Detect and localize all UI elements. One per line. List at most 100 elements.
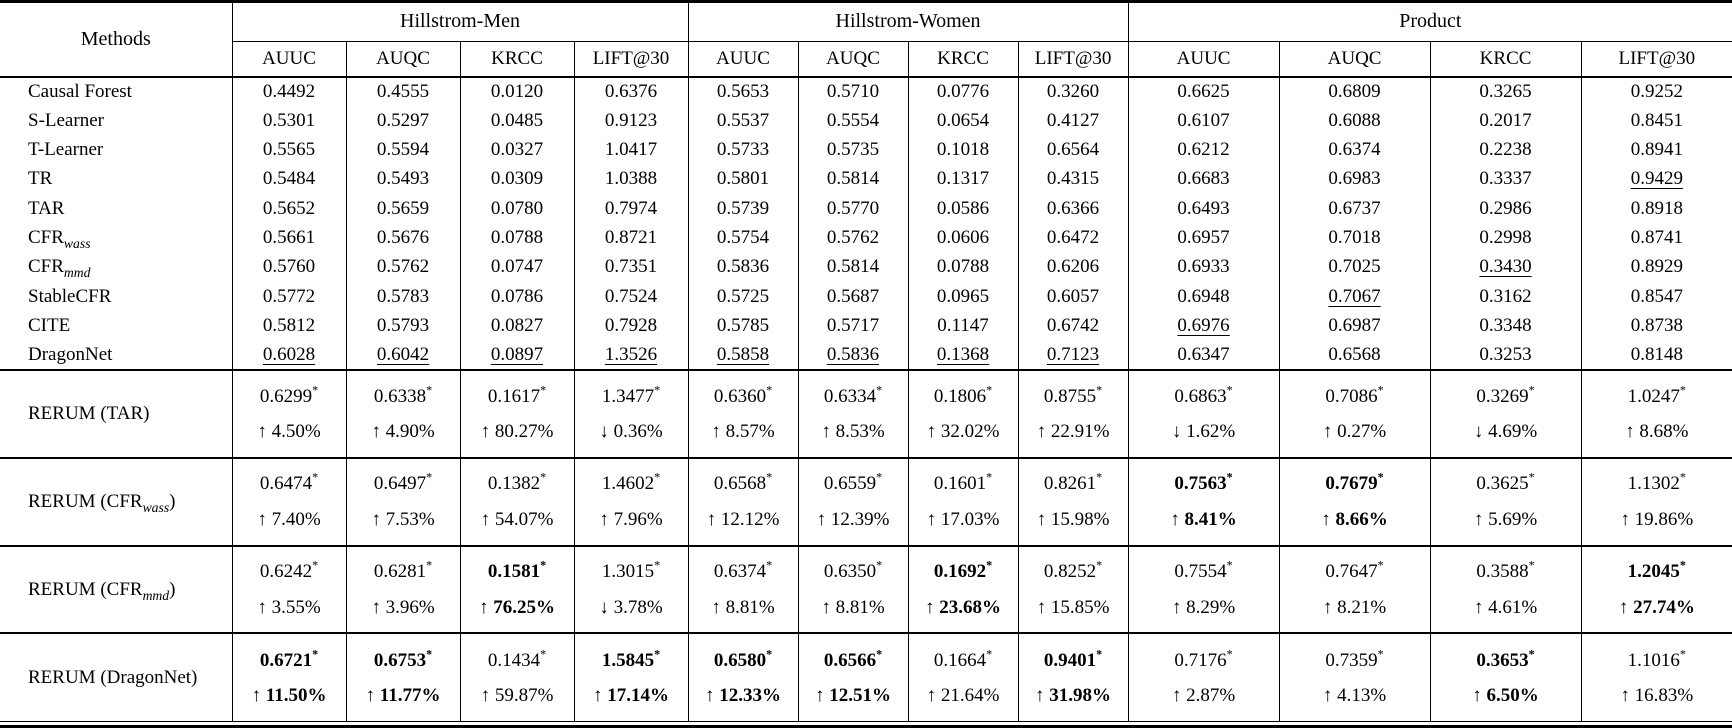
metric-value: 0.0747 [459, 252, 574, 282]
metric-value: 0.8941 [1580, 135, 1732, 165]
significance-star-icon: * [312, 471, 319, 486]
delta-percentage: ↑ 4.50% [257, 420, 321, 442]
metric-value: 0.3337 [1429, 164, 1582, 195]
significance-star-icon: * [540, 383, 547, 398]
col-header-p-auuc: AUUC [1127, 41, 1280, 78]
delta-percentage: ↑ 3.96% [371, 596, 435, 618]
metric-value: 0.4127 [1017, 106, 1129, 136]
significance-star-icon: * [1377, 559, 1384, 574]
up-arrow-icon: ↑ [1620, 508, 1635, 530]
metric-value: 0.6863* [1174, 383, 1233, 407]
metric-value: 0.3253 [1429, 340, 1582, 370]
metric-value: 0.0788 [459, 223, 574, 253]
method-label: CFRwass [28, 227, 91, 251]
col-header-p-auqc: AUQC [1278, 41, 1431, 78]
col-header-hw-auqc: AUQC [797, 41, 908, 78]
metric-value-with-delta: 0.3588* ↑ 4.61% [1429, 544, 1582, 634]
delta-percentage: ↑ 6.50% [1472, 684, 1539, 706]
significance-star-icon: * [1226, 647, 1233, 662]
metric-value: 0.8261* [1043, 471, 1103, 495]
metric-value: 0.7524 [573, 281, 688, 312]
metric-value: 0.7025 [1278, 252, 1431, 282]
table-row: DragonNet 0.6028 0.6042 0.0897 1.3526 0.5858 0… [0, 340, 1732, 370]
metric-value-with-delta: 1.1016* ↑ 16.83% [1580, 632, 1732, 723]
metric-value: 1.3526 [573, 340, 688, 370]
metric-value: 1.3015* [601, 559, 661, 583]
metric-value-with-delta: 0.9401* ↑ 31.98% [1017, 632, 1129, 723]
metric-value: 0.0827 [459, 311, 574, 341]
metric-value: 0.7067 [1278, 281, 1431, 312]
up-arrow-icon: ↑ [1473, 596, 1489, 618]
table-row: Causal Forest 0.4492 0.4555 0.0120 0.6376 0.5… [0, 77, 1732, 107]
delta-percentage: ↑ 8.29% [1171, 596, 1236, 618]
metric-value: 1.0388 [573, 164, 688, 195]
metric-value: 0.1368 [907, 340, 1018, 370]
metric-value: 0.5783 [345, 281, 460, 312]
metric-value-with-delta: 1.4602* ↑ 7.96% [573, 456, 688, 546]
metric-value: 0.0485 [459, 106, 574, 136]
metric-value-with-delta: 0.6360* ↑ 8.57% [687, 368, 798, 458]
metric-value: 0.5301 [231, 106, 346, 136]
up-arrow-icon: ↑ [257, 508, 272, 530]
up-arrow-icon: ↑ [926, 420, 941, 442]
significance-star-icon: * [540, 471, 547, 486]
metric-value: 0.4315 [1017, 164, 1129, 195]
metric-value: 0.0309 [459, 164, 574, 195]
up-arrow-icon: ↑ [711, 420, 726, 442]
up-arrow-icon: ↑ [1171, 684, 1187, 706]
metric-value: 1.4602* [601, 471, 661, 495]
method-label: CFRmmd [28, 256, 91, 281]
metric-value: 0.1617* [487, 383, 547, 407]
significance-star-icon: * [654, 383, 661, 398]
table-row-rerum: RERUM (DragonNet) 0.6721* ↑ 11.50% 0.6753* ↑… [0, 632, 1732, 723]
metric-value: 0.3269* [1476, 383, 1535, 407]
metric-value: 0.5801 [687, 164, 798, 195]
metric-value: 0.2998 [1429, 223, 1582, 253]
metric-value: 0.6493 [1127, 194, 1280, 224]
delta-percentage: ↑ 12.39% [816, 508, 890, 530]
delta-percentage: ↑ 5.69% [1473, 508, 1538, 530]
metric-value-with-delta: 0.6338* ↑ 4.90% [345, 368, 460, 458]
significance-star-icon: * [1096, 559, 1103, 574]
col-header-p-lift30: LIFT@30 [1580, 41, 1732, 78]
metric-value: 0.6948 [1127, 281, 1280, 312]
metric-value: 0.8252* [1043, 559, 1103, 583]
metric-value-with-delta: 0.6559* ↑ 12.39% [797, 456, 908, 546]
metric-value-with-delta: 0.1581* ↑ 76.25% [459, 544, 574, 634]
metric-value: 0.5812 [231, 311, 346, 341]
up-arrow-icon: ↑ [593, 684, 608, 706]
col-header-hm-auqc: AUQC [345, 41, 460, 78]
delta-percentage: ↑ 3.55% [257, 596, 321, 618]
metric-value: 0.5710 [797, 77, 908, 107]
up-arrow-icon: ↑ [821, 420, 836, 442]
metric-value: 0.5484 [231, 164, 346, 195]
table-row: CITE 0.5812 0.5793 0.0827 0.7928 0.5785 0.5717… [0, 311, 1732, 341]
metric-value: 0.5661 [231, 223, 346, 253]
metric-value-with-delta: 0.7176* ↑ 2.87% [1127, 632, 1280, 723]
metric-value: 0.7018 [1278, 223, 1431, 253]
up-arrow-icon: ↑ [480, 420, 495, 442]
metric-value: 0.7679* [1325, 471, 1384, 495]
metric-value: 0.5652 [231, 194, 346, 224]
metric-value-with-delta: 0.6580* ↑ 12.33% [687, 632, 798, 723]
metric-value: 0.7123 [1017, 340, 1129, 370]
delta-percentage: ↑ 23.68% [925, 596, 1001, 618]
metric-value-with-delta: 1.3015* ↓ 3.78% [573, 544, 688, 634]
metric-value: 0.6376 [573, 77, 688, 107]
metric-value: 0.5733 [687, 135, 798, 165]
up-arrow-icon: ↑ [1620, 684, 1635, 706]
significance-star-icon: * [766, 383, 773, 398]
metric-value: 0.7086* [1325, 383, 1384, 407]
metric-value: 0.6028 [231, 340, 346, 370]
delta-percentage: ↓ 1.62% [1171, 420, 1236, 442]
metric-value: 0.0586 [907, 194, 1018, 224]
metric-value: 0.5554 [797, 106, 908, 136]
metric-value: 0.6338* [373, 383, 433, 407]
significance-star-icon: * [1528, 647, 1535, 662]
metric-value: 0.6360* [713, 383, 773, 407]
metric-value: 0.6721* [259, 647, 319, 671]
metric-value: 0.5762 [797, 223, 908, 253]
metric-value: 0.6559* [823, 471, 883, 495]
up-arrow-icon: ↑ [599, 508, 614, 530]
metric-value: 0.9429 [1580, 164, 1732, 195]
